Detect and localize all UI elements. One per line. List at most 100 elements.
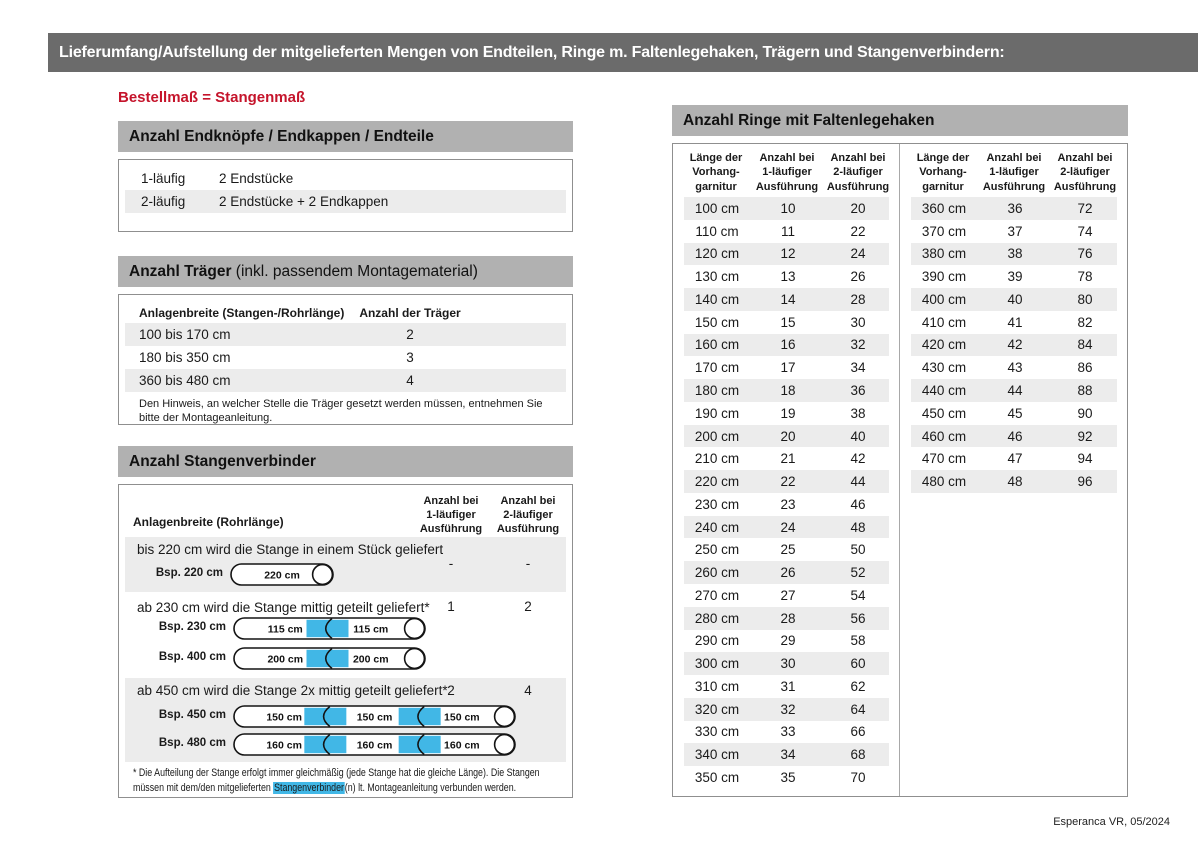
svg-text:200 cm: 200 cm xyxy=(267,654,303,666)
verbinder-row: ab 450 cm wird die Stange 2x mittig gete… xyxy=(125,678,566,762)
svg-text:150 cm: 150 cm xyxy=(357,712,393,724)
ring-table-row: 250 cm 25 50 xyxy=(694,542,866,558)
count-2-laeufig: 2 xyxy=(524,599,532,614)
traeger-row: 180 bis 350 cm 3 xyxy=(139,350,414,365)
traeger-table-header: Anlagenbreite (Stangen-/Rohrlänge) Anzah… xyxy=(125,302,566,323)
verbinder-col1-header: Anlagenbreite (Rohrlänge) xyxy=(133,515,284,529)
svg-text:220 cm: 220 cm xyxy=(264,570,300,582)
ring-table-row: 180 cm 18 36 xyxy=(684,379,889,402)
ring-table-row: 340 cm 34 68 xyxy=(684,743,889,767)
traeger-box: Anlagenbreite (Stangen-/Rohrlänge) Anzah… xyxy=(118,294,573,425)
ring-table-row: 240 cm 24 48 xyxy=(684,515,889,539)
section-header-verbinder: Anzahl Stangenverbinder xyxy=(118,446,573,477)
section-header-endteile: Anzahl Endknöpfe / Endkappen / Endteile xyxy=(118,121,573,152)
ring-table-row: 170 cm 17 34 xyxy=(694,360,866,376)
ring-table-row: 300 cm 30 60 xyxy=(684,652,889,676)
ring-table-row: 290 cm 29 58 xyxy=(694,633,866,649)
ring-table-row: 150 cm 15 30 xyxy=(694,314,866,330)
ring-table-row: 360 cm 36 72 xyxy=(911,197,1117,220)
ring-table-row: 390 cm 39 78 xyxy=(921,269,1093,285)
endteile-box: 1-läufig 2 Endstücke 2-läufig 2 Endstücke +… xyxy=(118,159,573,232)
ringe-box: Länge der Vorhang- garnitur Anzahl bei 1… xyxy=(672,143,1128,797)
ring-table-row: 330 cm 33 66 xyxy=(694,724,866,740)
page-title-banner: Lieferumfang/Aufstellung der mitgeliefer… xyxy=(48,33,1198,72)
ringe-table-2-header: Länge der Vorhang- garnitur Anzahl bei 1… xyxy=(916,152,1117,193)
verbinder-row-desc: ab 450 cm wird die Stange 2x mittig gete… xyxy=(137,683,448,698)
ring-table-row: 380 cm 38 76 xyxy=(911,242,1117,266)
svg-text:160 cm: 160 cm xyxy=(444,740,480,752)
svg-text:160 cm: 160 cm xyxy=(266,740,302,752)
ring-table-row: 430 cm 43 86 xyxy=(921,360,1093,376)
traeger-col1-header: Anlagenbreite (Stangen-/Rohrlänge) xyxy=(139,305,345,320)
example-label: Bsp. 220 cm xyxy=(155,567,223,579)
verbinder-box: Anlagenbreite (Rohrlänge) Anzahl bei 1-l… xyxy=(118,484,573,798)
ringe-rows-1: 100 cm 10 20 110 cm 11 22 120 cm 12 24 130 cm 13 26… xyxy=(673,197,899,789)
count-2-laeufig: - xyxy=(525,556,531,571)
ring-table-row: 410 cm 41 82 xyxy=(921,314,1093,330)
example-rod: 200 cm 200 cm xyxy=(233,647,426,675)
example-label: Bsp. 480 cm xyxy=(158,737,226,749)
rod-diagram: 160 cm 160 cm 160 cm xyxy=(233,733,516,756)
verbinder-row: ab 230 cm wird die Stange mittig geteilt… xyxy=(125,595,566,675)
traeger-row: 100 bis 170 cm 2 xyxy=(125,323,566,346)
traeger-note: Den Hinweis, an welcher Stelle die Träge… xyxy=(139,398,543,425)
ring-table-row: 450 cm 45 90 xyxy=(921,405,1093,421)
ring-table-row: 160 cm 16 32 xyxy=(684,333,889,357)
example-rod: 220 cm xyxy=(230,563,334,591)
ring-table-row: 190 cm 19 38 xyxy=(694,405,866,421)
rod-diagram: 220 cm xyxy=(230,563,334,586)
example-label: Bsp. 400 cm xyxy=(158,651,226,663)
right-column: Anzahl Ringe mit Faltenlegehaken Länge d… xyxy=(672,105,1128,797)
count-1-laeufig: 2 xyxy=(447,683,455,698)
ring-table-row: 140 cm 14 28 xyxy=(684,288,889,311)
traeger-row: 360 bis 480 cm 4 xyxy=(125,369,566,392)
example-rod: 160 cm 160 cm 160 cm xyxy=(233,733,516,761)
ring-table-row: 320 cm 32 64 xyxy=(684,697,889,721)
traeger-col2-header: Anzahl der Träger xyxy=(359,305,461,320)
ring-table-row: 270 cm 27 54 xyxy=(694,587,866,603)
example-label: Bsp. 230 cm xyxy=(158,621,226,633)
ring-table-row: 400 cm 40 80 xyxy=(911,288,1117,311)
svg-text:150 cm: 150 cm xyxy=(266,712,302,724)
verbinder-col2-header: Anzahl bei 1-läufiger Ausführung xyxy=(419,495,483,535)
ring-table-row: 230 cm 23 46 xyxy=(694,496,866,512)
svg-text:160 cm: 160 cm xyxy=(357,740,393,752)
rod-diagram: 200 cm 200 cm xyxy=(233,647,426,670)
endteile-rows: 1-läufig 2 Endstücke 2-läufig 2 Endstücke +… xyxy=(125,167,566,213)
count-1-laeufig: - xyxy=(448,556,454,571)
ring-table-row: 370 cm 37 74 xyxy=(921,223,1093,239)
ring-table-row: 220 cm 22 44 xyxy=(684,470,889,493)
ring-table-row: 260 cm 26 52 xyxy=(684,561,889,585)
traeger-rows: 100 bis 170 cm 2 180 bis 350 cm 3 360 bis 48… xyxy=(125,323,566,392)
example-rod: 150 cm 150 cm 150 cm xyxy=(233,705,516,733)
verbinder-row: bis 220 cm wird die Stange in einem Stüc… xyxy=(125,537,566,592)
ring-table-row: 460 cm 46 92 xyxy=(911,424,1117,448)
ringe-table-1-header: Länge der Vorhang- garnitur Anzahl bei 1… xyxy=(689,152,890,193)
ring-table-row: 420 cm 42 84 xyxy=(911,333,1117,357)
verbinder-col3-header: Anzahl bei 2-läufiger Ausführung xyxy=(496,495,560,535)
svg-text:150 cm: 150 cm xyxy=(444,712,480,724)
rod-diagram: 150 cm 150 cm 150 cm xyxy=(233,705,516,728)
ring-table-row: 480 cm 48 96 xyxy=(911,470,1117,493)
highlighted-term: Stangenverbinder xyxy=(273,781,345,794)
endteile-row: 2-läufig 2 Endstücke + 2 Endkappen xyxy=(125,190,566,213)
example-rod: 115 cm 115 cm xyxy=(233,617,426,645)
ringe-table-2: Länge der Vorhang- garnitur Anzahl bei 1… xyxy=(900,144,1127,796)
ring-table-row: 130 cm 13 26 xyxy=(694,269,866,285)
ring-table-row: 280 cm 28 56 xyxy=(684,606,889,630)
section-header-traeger: Anzahl Träger (inkl. passendem Montagema… xyxy=(118,256,573,287)
left-column: Bestellmaß = Stangenmaß Anzahl Endknöpfe… xyxy=(118,88,573,798)
svg-text:200 cm: 200 cm xyxy=(353,654,389,666)
endteile-row: 1-läufig 2 Endstücke xyxy=(141,171,294,186)
order-measure-note: Bestellmaß = Stangenmaß xyxy=(118,89,306,106)
count-1-laeufig: 1 xyxy=(447,599,455,614)
count-2-laeufig: 4 xyxy=(524,683,532,698)
example-label: Bsp. 450 cm xyxy=(158,709,226,721)
ring-table-row: 440 cm 44 88 xyxy=(911,379,1117,402)
ring-table-row: 200 cm 20 40 xyxy=(684,424,889,448)
verbinder-row-desc: bis 220 cm wird die Stange in einem Stüc… xyxy=(137,542,444,557)
verbinder-footnote: * Die Aufteilung der Stange erfolgt imme… xyxy=(133,767,540,794)
svg-text:115 cm: 115 cm xyxy=(353,624,388,636)
ring-table-row: 110 cm 11 22 xyxy=(695,223,866,239)
svg-text:115 cm: 115 cm xyxy=(268,624,303,636)
